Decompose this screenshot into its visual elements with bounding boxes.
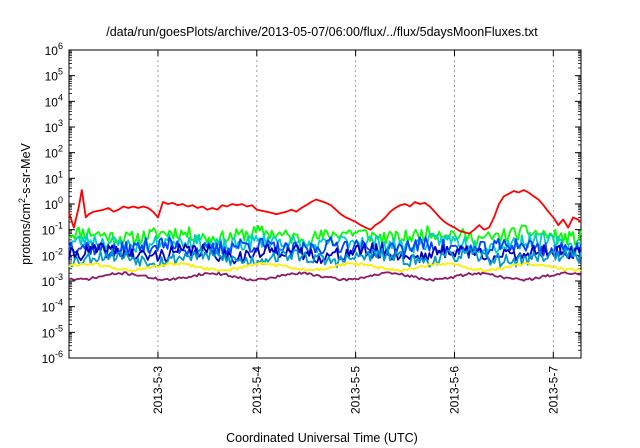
series-line — [68, 271, 582, 282]
x-tick-label: 2013-5-7 — [546, 366, 560, 414]
x-tick-label: 2013-5-6 — [447, 366, 461, 414]
y-axis-label-rest: -s-sr-MeV — [19, 142, 33, 198]
y-axis-label-main: protons/cm — [19, 203, 33, 265]
y-tick-label: 101 — [45, 169, 63, 186]
y-axis-ticks: 10-6 10-5 10-4 10-3 10-2 10-1 100 101 102 103 104 1… — [42, 41, 581, 366]
y-tick-label: 10-1 — [42, 221, 63, 238]
y-tick-label: 102 — [45, 144, 63, 161]
y-tick-label: 10-2 — [42, 246, 63, 263]
x-tick-label: 2013-5-3 — [151, 366, 165, 414]
y-tick-label: 10-6 — [42, 349, 63, 366]
series-line — [68, 247, 582, 269]
series-line — [68, 231, 582, 255]
series-lines — [68, 189, 582, 282]
y-tick-label: 105 — [45, 67, 63, 84]
y-tick-label: 106 — [45, 41, 63, 58]
x-gridlines — [157, 50, 554, 358]
y-axis-label: protons/cm2-s-sr-MeV — [17, 142, 33, 264]
y-tick-label: 100 — [45, 195, 63, 212]
y-tick-label: 104 — [45, 92, 63, 109]
series-line — [68, 189, 582, 235]
y-tick-label: 10-3 — [42, 272, 63, 289]
x-tick-label: 2013-5-5 — [349, 366, 363, 414]
y-axis-label-sup: 2 — [17, 198, 27, 203]
y-tick-label: 10-4 — [42, 298, 63, 315]
chart-title: /data/run/goesPlots/archive/2013-05-07/0… — [106, 25, 538, 39]
series-line — [68, 224, 582, 247]
x-axis-label: Coordinated Universal Time (UTC) — [226, 431, 418, 445]
y-tick-label: 103 — [45, 118, 63, 135]
series-line — [68, 236, 582, 259]
y-tick-label: 10-5 — [42, 323, 63, 340]
x-tick-label: 2013-5-4 — [250, 366, 264, 414]
x-axis-ticks: 2013-5-3 2013-5-4 2013-5-5 2013-5-6 2013-5-7 — [151, 50, 560, 414]
series-line — [68, 261, 582, 273]
plot-frame — [68, 49, 582, 359]
